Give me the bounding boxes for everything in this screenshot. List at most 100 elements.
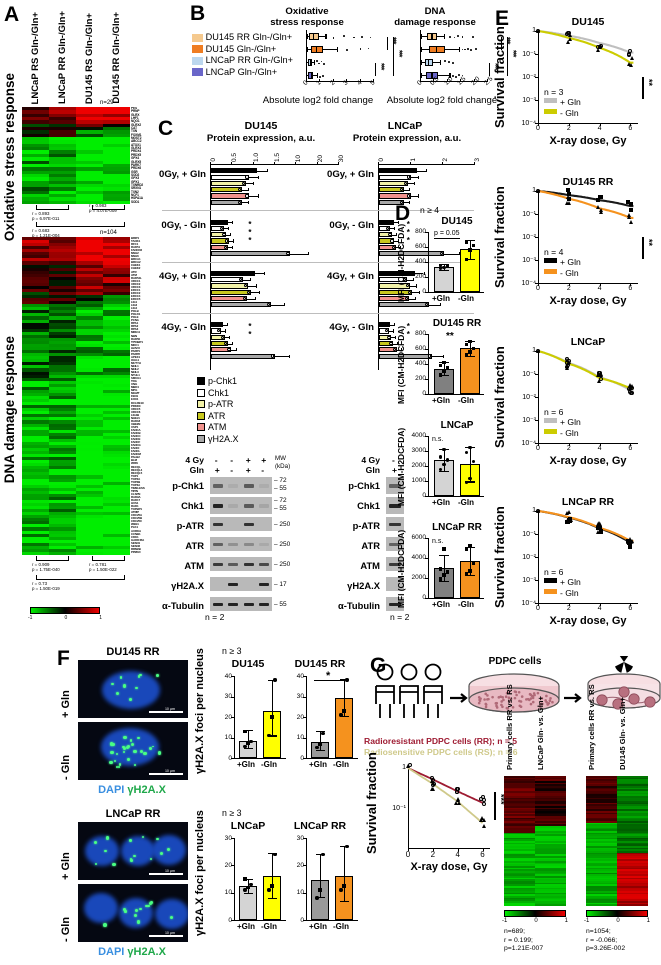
e-survival-curve [537, 29, 634, 54]
heatmap-row [22, 316, 130, 320]
gene-label: TXNRD2 [131, 182, 144, 187]
f-image-caption: DAPI γH2A.X [72, 946, 192, 958]
gene-label: OGG1 [131, 357, 139, 362]
f-data-point [339, 888, 343, 892]
heatmap-cell [103, 150, 130, 154]
panel-c-letter: C [158, 117, 174, 140]
g-heatmap-cell [586, 860, 617, 863]
heatmap-cell [103, 539, 130, 543]
g-x-tick: 2 [430, 850, 436, 859]
heatmap-cell [103, 426, 130, 430]
e-data-point [628, 201, 633, 206]
blot-mw-marker: – 72 [274, 497, 287, 504]
heatmap-row [22, 328, 130, 332]
heatmap-cell [22, 503, 49, 507]
heatmap-cell [103, 147, 130, 151]
f-error-cap [339, 846, 349, 848]
group-separator [330, 261, 474, 263]
g-stat-line: n=1054; [586, 928, 611, 935]
f-focus [133, 749, 137, 753]
f-focus [118, 765, 121, 768]
d-y-tick-mark [425, 578, 428, 579]
error-cap [412, 278, 414, 282]
d-error-cap [439, 580, 449, 582]
protein-bar [379, 328, 389, 334]
g-heatmap-cell [504, 904, 535, 906]
heatmap-cell [103, 475, 130, 479]
g-heatmap-cell [617, 799, 648, 801]
heatmap-cell [22, 279, 49, 283]
g-heatmap-cell [586, 830, 617, 833]
f-focus [126, 744, 131, 749]
d-data-point [471, 346, 475, 350]
heatmap-row [22, 177, 130, 181]
cell-dot [528, 698, 531, 702]
f-caption-dapi: DAPI [98, 784, 128, 796]
gene-label: GLRX2 [131, 122, 142, 127]
heatmap-cell [22, 454, 49, 458]
gene-label: NEIL1 [131, 363, 139, 368]
gene-label: ATM [131, 272, 137, 277]
blot-band [389, 522, 401, 527]
d-x-tick: -Gln [458, 498, 474, 507]
g-heatmap-cell [535, 877, 566, 880]
cell-dot [484, 692, 488, 696]
g-heatmap-cell [535, 894, 566, 896]
data-point [407, 290, 411, 294]
heatmap-cell [49, 423, 76, 427]
panel-c-chart2-group-labels: 0Gy, + Gln 0Gy, - Gln 4Gy, + Gln 4Gy, - Gln [327, 165, 376, 370]
e-y-tick: 10⁻¹ [522, 51, 536, 58]
f-y-tick: 30 [296, 693, 304, 700]
significance-bracket [393, 36, 395, 76]
g-heatmap-cell [504, 874, 535, 876]
d-chart-title: DU145 RR [432, 318, 482, 329]
heatmap-cell [49, 304, 76, 308]
d-error-cap [465, 575, 475, 577]
g-x-tick: 0 [405, 850, 411, 859]
blot-membrane [386, 497, 404, 514]
f-focus [135, 686, 138, 689]
c-legend-swatch [197, 377, 205, 385]
heatmap-cell [49, 157, 76, 161]
f-error-cap [267, 853, 277, 855]
g-data-point [455, 798, 460, 803]
f-x-axis [306, 920, 358, 922]
g-data-point [429, 779, 434, 784]
heatmap-cell [103, 359, 130, 363]
heatmap-cell [22, 548, 49, 552]
heatmap-row [22, 252, 130, 256]
c-tick-label: 1 [410, 158, 417, 162]
person-body-icon [375, 685, 395, 718]
g-heatmap-col-label: Primary cells RR vs. RS [587, 684, 596, 770]
gene-label: SESN1 [131, 540, 140, 545]
error-bar [227, 343, 232, 345]
g-heatmap-cell [535, 850, 566, 853]
blot-band [212, 522, 223, 527]
error-bar [389, 228, 394, 230]
heatmap-cell [76, 270, 103, 274]
data-point [267, 303, 271, 307]
g-heatmap-cell [535, 794, 566, 796]
g-heatmap-cell [504, 797, 535, 800]
heatmap-cell [76, 193, 103, 198]
g-heatmap-col-label: LNCaP Gln- vs. Gln+ [536, 696, 545, 770]
g-heatmap-cell [617, 812, 648, 815]
heatmap-cell [103, 197, 130, 201]
g-heatmap-cell [617, 810, 648, 813]
f-focus [133, 913, 138, 917]
g-heatmap-stats: n=689; r = 0.199; p=1.21E-007 [504, 928, 543, 954]
heatmap-cell [22, 515, 49, 519]
heatmap-cell [49, 466, 76, 470]
cell-dot [477, 696, 481, 699]
blot-row-label: γH2A.X [347, 580, 380, 591]
e-x-tick: 0 [536, 125, 540, 132]
gene-label: POLB [131, 309, 139, 314]
protein-bar [379, 219, 395, 225]
heatmap-cell [49, 368, 76, 372]
heatmap-row [22, 524, 130, 528]
f-x-tick: -Gln [333, 760, 349, 769]
heatmap-cell [49, 173, 76, 178]
f-focus [103, 923, 107, 927]
heatmap-cell [103, 454, 130, 458]
heatmap-row [22, 515, 130, 519]
